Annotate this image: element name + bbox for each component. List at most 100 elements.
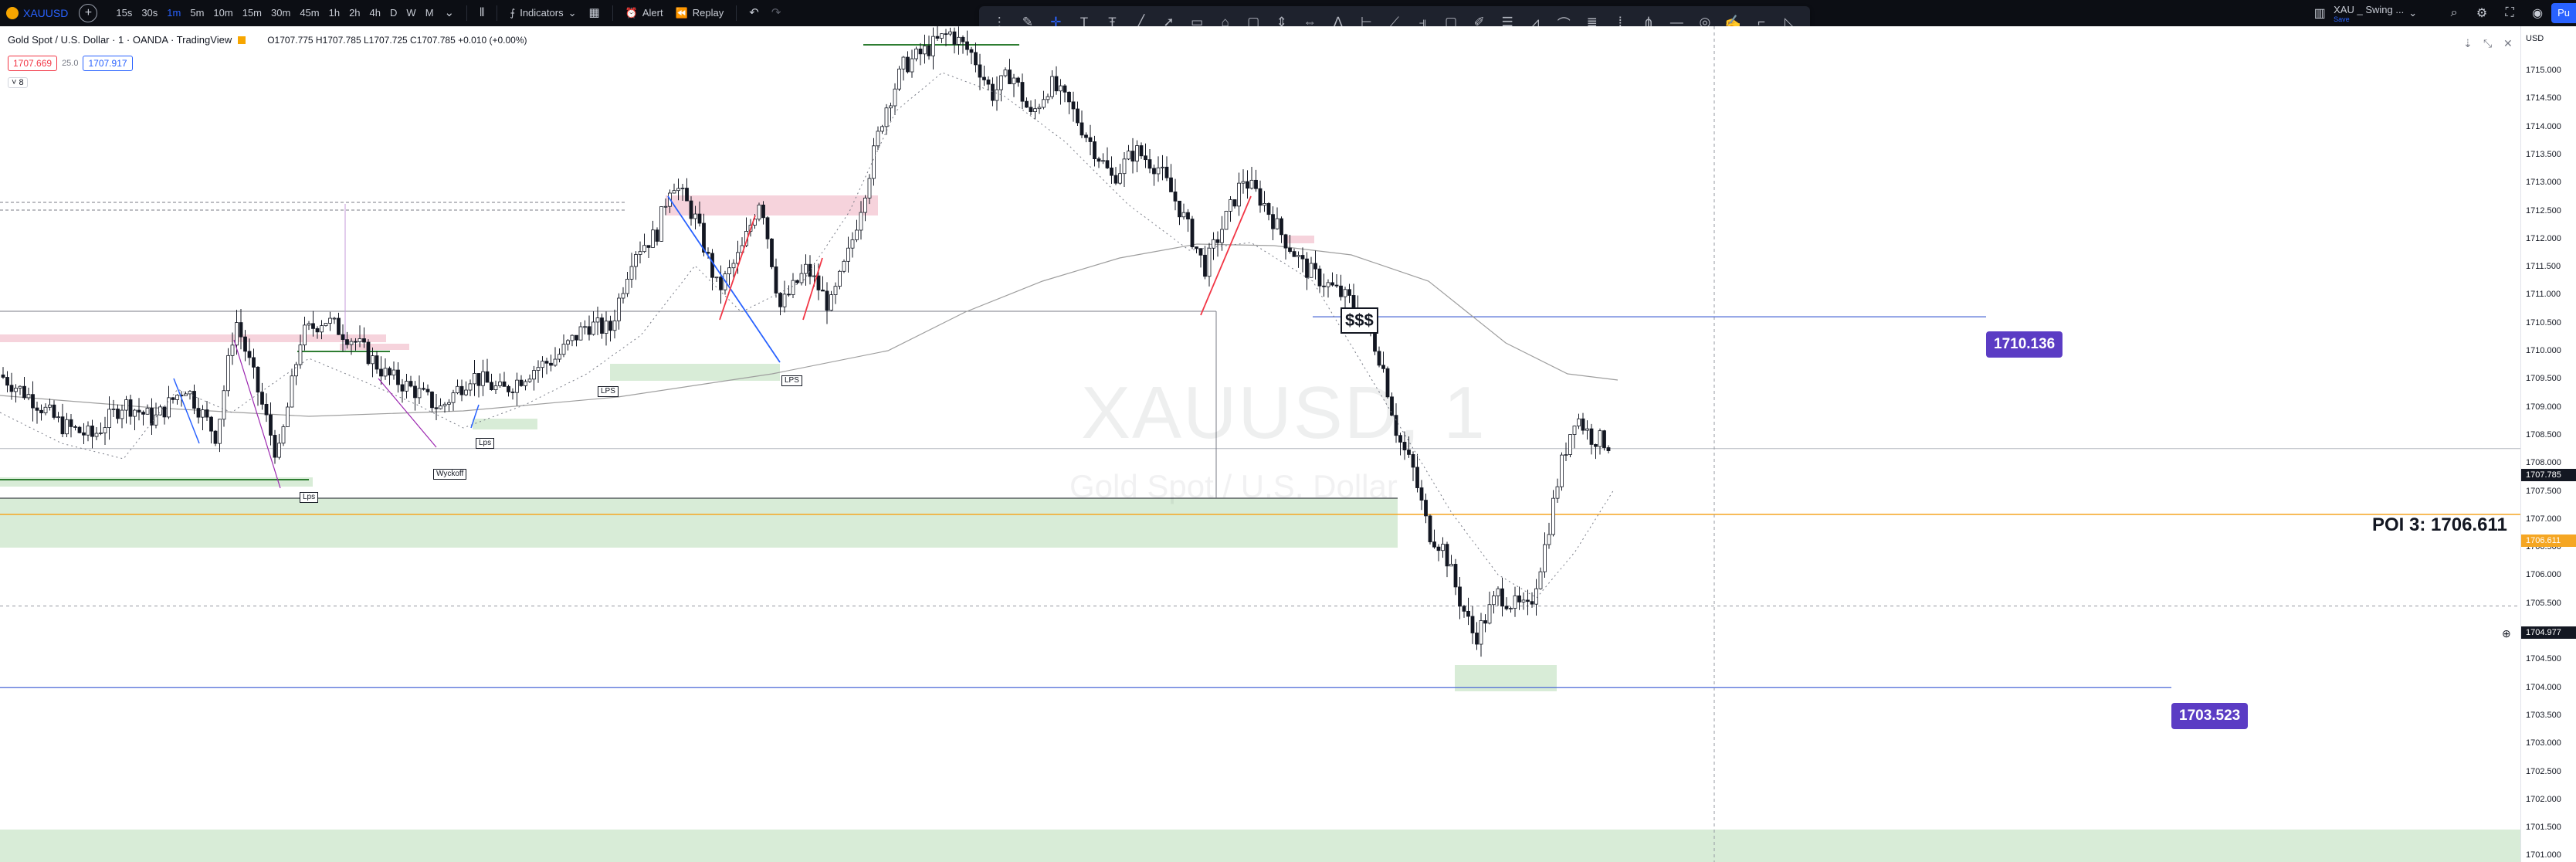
interval-M[interactable]: M <box>425 7 434 19</box>
buy-quote-button[interactable]: 1707.917 <box>83 56 133 71</box>
candle-down <box>39 409 43 413</box>
candle-up <box>1572 426 1577 435</box>
lps-label[interactable]: LPS <box>598 386 619 397</box>
layout-grid-icon[interactable]: ▥ <box>2313 7 2326 20</box>
collapse-pane-icon[interactable]: ⤡ <box>2483 37 2493 49</box>
publish-button[interactable]: Pu <box>2551 3 2576 23</box>
candle-up <box>218 419 222 444</box>
interval-30m[interactable]: 30m <box>271 7 291 19</box>
candle-up <box>222 390 226 420</box>
candle-down <box>1458 586 1462 607</box>
liquidity-label[interactable]: $$$ <box>1341 307 1378 334</box>
sell-quote-button[interactable]: 1707.669 <box>8 56 58 71</box>
interval-5m[interactable]: 5m <box>190 7 205 19</box>
candle-down <box>816 275 821 290</box>
symbol-search[interactable]: XAUUSD <box>6 7 68 19</box>
interval-10m[interactable]: 10m <box>213 7 233 19</box>
circle-icon[interactable]: ◎ <box>1699 15 1711 29</box>
text-icon[interactable]: T <box>1080 15 1089 29</box>
vertical-line-icon[interactable]: ⦙ <box>1618 15 1622 29</box>
candle-down <box>1096 158 1101 162</box>
candle-up <box>842 260 846 272</box>
date-range-icon[interactable]: ⇔ <box>1303 15 1317 29</box>
interval-D[interactable]: D <box>390 7 398 19</box>
lps-label[interactable]: Lps <box>300 492 319 503</box>
lps-label[interactable]: Lps <box>476 438 495 449</box>
candle-up <box>672 190 676 194</box>
gear-icon[interactable]: ⚙ <box>2476 7 2488 20</box>
note-icon[interactable]: ▢ <box>1247 15 1260 29</box>
path-icon[interactable]: ⌐ <box>1757 15 1765 29</box>
interval-15s[interactable]: 15s <box>116 7 133 19</box>
interval-2h[interactable]: 2h <box>349 7 361 19</box>
compare-add-icon[interactable]: + <box>79 4 98 22</box>
interval-30s[interactable]: 30s <box>141 7 158 19</box>
anchored-text-icon[interactable]: Ŧ <box>1108 15 1117 29</box>
price-axis[interactable]: USD 1715.000 1714.500 1714.000 1713.500 1713… <box>2520 26 2576 862</box>
pattern-icon[interactable]: ⩘ <box>1531 15 1540 29</box>
redo-icon[interactable]: ↷ <box>771 6 781 19</box>
camera-icon[interactable]: ◉ <box>2532 7 2544 20</box>
arrow-icon[interactable]: ➚ <box>1163 15 1174 29</box>
pitchfork-icon[interactable]: ⫣ <box>1418 15 1427 29</box>
symbol-label: XAUUSD <box>23 7 69 19</box>
cycle-icon[interactable]: ⋔ <box>1642 15 1654 29</box>
fullscreen-icon[interactable]: ⛶ <box>2505 6 2514 19</box>
crosshair-plus-icon[interactable]: ⊕ <box>2502 627 2511 640</box>
brush-tool-icon[interactable]: ⟋ <box>1389 15 1399 29</box>
gann-icon[interactable]: ≣ <box>1586 15 1598 29</box>
trend-line-icon[interactable]: ╱ <box>1136 15 1145 29</box>
collapse-indicators-button[interactable]: ˅ 8 <box>8 77 28 88</box>
ruler-icon[interactable]: ⊢ <box>1360 15 1372 29</box>
candle-up <box>175 395 179 400</box>
chart-canvas[interactable] <box>0 26 2520 862</box>
interval-15m[interactable]: 15m <box>242 7 263 19</box>
close-pane-icon[interactable]: ✕ <box>2503 37 2513 49</box>
candle-up <box>307 323 311 326</box>
interval-45m[interactable]: 45m <box>300 7 320 19</box>
price-label-icon[interactable]: ⌂ <box>1221 15 1229 29</box>
replay-button[interactable]: ⏪ Replay <box>669 0 730 26</box>
candle-up <box>107 409 111 429</box>
demand-zone <box>610 364 780 381</box>
poi-label[interactable]: POI 3: 1706.611 <box>2372 514 2507 535</box>
pencil-icon[interactable]: ✐ <box>1473 15 1485 29</box>
brush-icon[interactable]: ✎ <box>1022 15 1033 29</box>
interval-1h[interactable]: 1h <box>328 7 341 19</box>
interval-W[interactable]: W <box>406 7 416 19</box>
interval-4h[interactable]: 4h <box>369 7 381 19</box>
search-icon[interactable]: ⌕ <box>2450 6 2458 19</box>
wyckoff-label[interactable]: Wyckoff <box>433 469 467 480</box>
candle-up <box>714 277 719 279</box>
crosshair-icon[interactable]: ✛ <box>1050 15 1062 29</box>
legend-title[interactable]: Gold Spot / U.S. Dollar · 1 · OANDA · Tr… <box>8 34 232 46</box>
scroll-left-icon[interactable]: ⇣ <box>2463 37 2473 49</box>
alert-button[interactable]: ⏰ Alert <box>619 0 669 26</box>
candle-style-icon[interactable]: ⫴ <box>480 6 485 19</box>
candle-up <box>867 178 872 199</box>
lps-label[interactable]: LPS <box>781 375 802 386</box>
rectangle-icon[interactable]: ▢ <box>1444 15 1458 29</box>
structure-line <box>667 195 781 363</box>
price-label-1703[interactable]: 1703.523 <box>2171 703 2249 729</box>
candle-up <box>1577 418 1581 426</box>
axis-currency[interactable]: USD <box>2526 34 2544 43</box>
chart-pane[interactable] <box>0 26 2520 862</box>
templates-icon[interactable]: ▦ <box>588 6 600 19</box>
callout-icon[interactable]: ▭ <box>1191 15 1204 29</box>
chevron-down-icon[interactable]: ⌄ <box>444 6 455 19</box>
candle-up <box>290 375 294 408</box>
highlighter-icon[interactable]: ✍ <box>1724 15 1742 29</box>
drag-handle-icon[interactable]: ⋮ <box>992 15 1006 29</box>
horizontal-line-icon[interactable]: — <box>1669 15 1683 29</box>
price-label-1710[interactable]: 1710.136 <box>1986 331 2063 358</box>
layout-menu[interactable]: XAU _ Swing ... Save ⌄ <box>2334 4 2417 23</box>
indicators-button[interactable]: ⨍ Indicators ⌄ <box>503 0 582 26</box>
projection-icon[interactable]: ⋀ <box>1332 15 1344 29</box>
interval-1m[interactable]: 1m <box>167 7 181 19</box>
fib-icon[interactable]: ☰ <box>1501 15 1513 29</box>
price-range-icon[interactable]: ⇕ <box>1276 15 1287 29</box>
triangle-icon[interactable]: ◺ <box>1785 15 1795 29</box>
undo-icon[interactable]: ↶ <box>749 6 759 19</box>
candle-up <box>493 385 498 391</box>
